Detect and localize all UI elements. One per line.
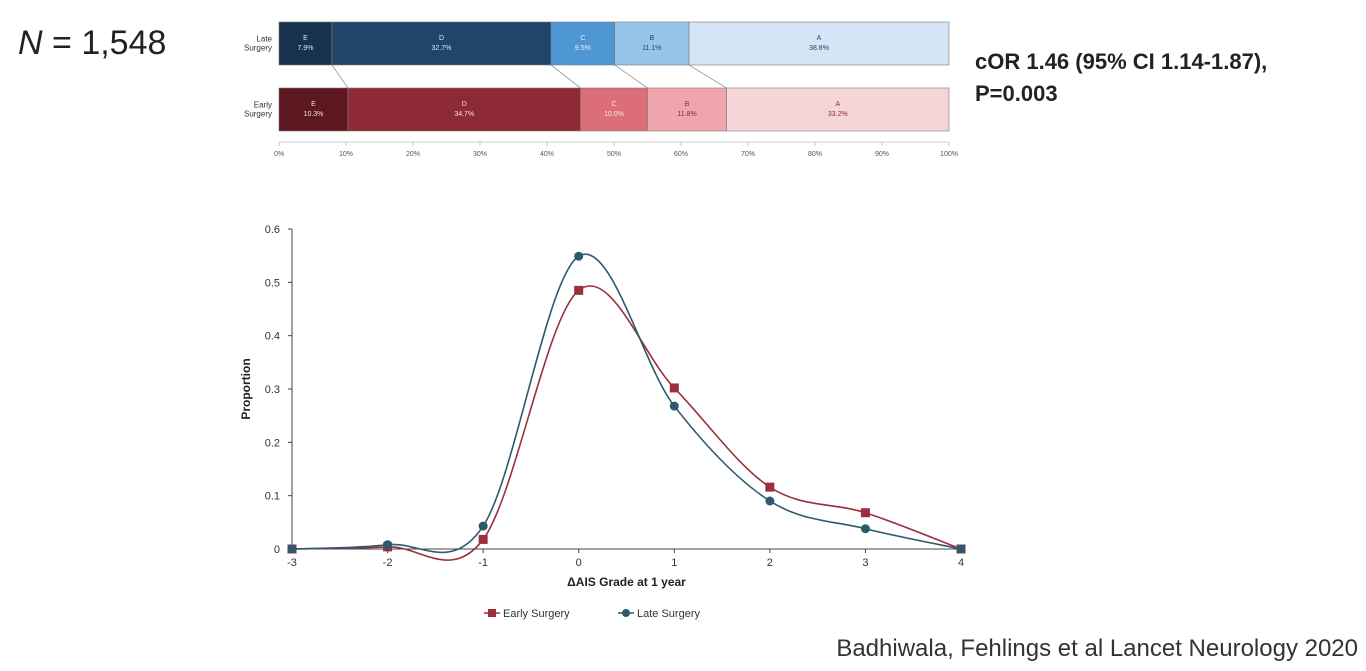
segment-grade-label: A — [835, 101, 840, 108]
legend-label-late-surgery: Late Surgery — [637, 608, 700, 620]
data-point-late-surgery — [765, 496, 775, 506]
x-tick-label: 80% — [808, 151, 822, 158]
row-label: Surgery — [244, 44, 272, 53]
x-tick-label: 30% — [473, 151, 487, 158]
odds-ratio-line-1: cOR 1.46 (95% CI 1.14-1.87), — [975, 49, 1268, 74]
series-line-early-surgery — [291, 285, 962, 561]
segment-grade-label: C — [611, 101, 616, 108]
data-point-late-surgery — [669, 401, 679, 411]
segment-value-label: 33.2% — [828, 111, 848, 118]
bar-segment-d — [331, 21, 552, 66]
y-tick-label: 0.5 — [265, 277, 280, 289]
bar-segment-d — [347, 87, 581, 132]
y-tick-label: 0.2 — [265, 437, 280, 449]
x-tick-label: 4 — [958, 557, 964, 569]
segment-value-label: 38.8% — [809, 45, 829, 52]
bar-segment-b — [647, 87, 727, 132]
n-value: = 1,548 — [52, 24, 167, 62]
bar-segment-a — [726, 87, 950, 132]
x-tick-label: 10% — [339, 151, 353, 158]
data-point-late-surgery — [383, 540, 393, 550]
x-tick-label: 90% — [875, 151, 889, 158]
segment-grade-label: A — [817, 35, 822, 42]
x-tick-label: 40% — [540, 151, 554, 158]
row-label: Surgery — [244, 110, 272, 119]
data-point-late-surgery — [287, 544, 297, 554]
x-tick-label: -3 — [287, 557, 297, 569]
bar-segment-c — [580, 87, 648, 132]
segment-grade-label: C — [580, 35, 585, 42]
data-point-early-surgery — [669, 383, 679, 393]
data-point-early-surgery — [478, 534, 488, 544]
segment-value-label: 9.5% — [575, 45, 591, 52]
bar-segment-c — [550, 21, 615, 66]
x-tick-label: 50% — [607, 151, 621, 158]
x-axis-title: ΔAIS Grade at 1 year — [567, 575, 686, 589]
x-tick-label: 0 — [576, 557, 582, 569]
y-tick-label: 0.4 — [265, 331, 280, 343]
y-tick-label: 0.3 — [265, 384, 280, 396]
data-point-late-surgery — [478, 521, 488, 531]
segment-value-label: 11.8% — [677, 111, 696, 118]
connector-line — [688, 64, 727, 89]
bar-segment-a — [688, 21, 950, 66]
connector-line — [614, 64, 648, 89]
legend-label-early-surgery: Early Surgery — [503, 608, 570, 620]
bar-segment-e — [278, 21, 333, 66]
data-point-late-surgery — [574, 251, 584, 261]
x-tick-label: -1 — [478, 557, 488, 569]
segment-grade-label: D — [439, 35, 444, 42]
legend-marker-early-surgery — [488, 609, 496, 617]
row-label: Late — [256, 35, 272, 44]
data-point-early-surgery — [765, 482, 775, 492]
x-tick-label: 2 — [767, 557, 773, 569]
segment-value-label: 10.3% — [304, 111, 324, 118]
connector-line — [331, 64, 349, 89]
x-tick-label: 0% — [274, 151, 284, 158]
segment-grade-label: E — [303, 35, 308, 42]
segment-grade-label: D — [462, 101, 467, 108]
bar-segment-e — [278, 87, 349, 132]
segment-value-label: 34.7% — [454, 111, 474, 118]
segment-grade-label: B — [650, 35, 655, 42]
legend-marker-late-surgery — [622, 609, 630, 617]
connector-line — [550, 64, 581, 89]
x-tick-label: 20% — [406, 151, 420, 158]
segment-value-label: 11.1% — [642, 45, 661, 52]
citation: Badhiwala, Fehlings et al Lancet Neurolo… — [836, 635, 1358, 662]
segment-grade-label: E — [311, 101, 316, 108]
x-tick-label: 1 — [671, 557, 677, 569]
x-tick-label: 60% — [674, 151, 688, 158]
sample-size: N = 1,548 — [18, 24, 166, 63]
y-tick-label: 0.6 — [265, 224, 280, 236]
segment-value-label: 7.9% — [297, 45, 313, 52]
n-symbol: N — [18, 24, 43, 62]
series-line-late-surgery — [291, 253, 962, 554]
data-point-late-surgery — [860, 524, 870, 534]
p-value-line: P=0.003 — [975, 81, 1058, 106]
y-tick-label: 0.1 — [265, 491, 280, 503]
segment-grade-label: B — [685, 101, 690, 108]
odds-ratio-text: cOR 1.46 (95% CI 1.14-1.87), P=0.003 — [975, 46, 1267, 110]
data-point-early-surgery — [574, 285, 584, 295]
bar-segment-b — [614, 21, 690, 66]
segment-value-label: 10.0% — [604, 111, 624, 118]
data-point-late-surgery — [956, 544, 966, 554]
x-tick-label: -2 — [383, 557, 393, 569]
x-tick-label: 100% — [940, 151, 958, 158]
x-tick-label: 70% — [741, 151, 755, 158]
data-point-early-surgery — [860, 508, 870, 518]
segment-value-label: 32.7% — [432, 45, 452, 52]
row-label: Early — [254, 101, 272, 110]
y-axis-title: Proportion — [239, 358, 253, 419]
x-tick-label: 3 — [862, 557, 868, 569]
y-tick-label: 0 — [274, 544, 280, 556]
